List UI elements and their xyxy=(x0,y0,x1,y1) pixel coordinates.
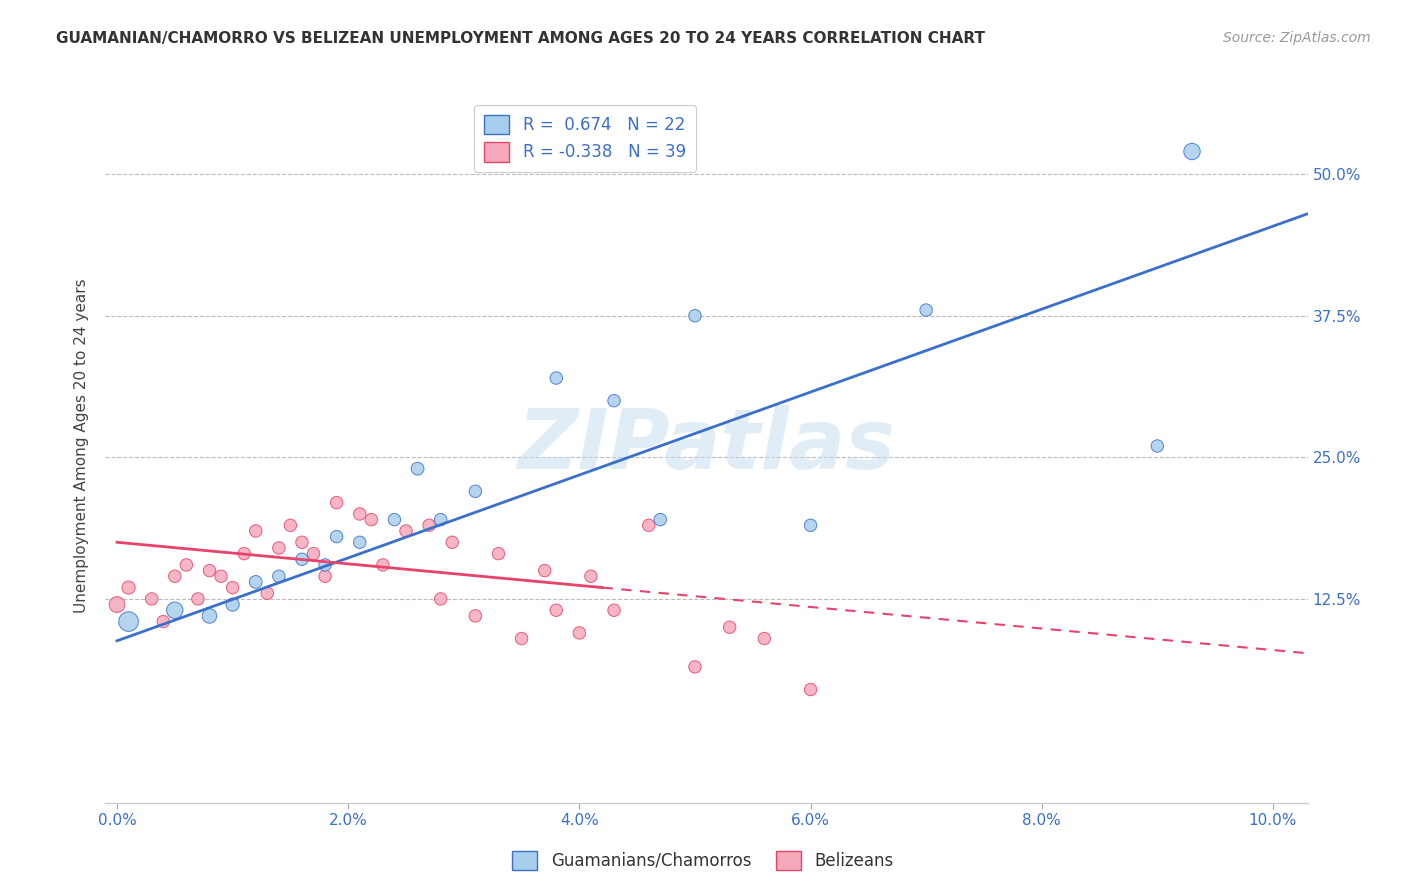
Point xyxy=(233,547,256,561)
Point xyxy=(603,393,626,408)
Point xyxy=(267,541,290,555)
Point xyxy=(799,682,821,697)
Point xyxy=(349,535,371,549)
Point xyxy=(488,547,510,561)
Point xyxy=(117,615,139,629)
Point xyxy=(291,535,314,549)
Text: ZIPatlas: ZIPatlas xyxy=(517,406,896,486)
Point xyxy=(325,495,347,509)
Point xyxy=(221,581,243,595)
Point xyxy=(314,569,336,583)
Point xyxy=(683,309,706,323)
Point xyxy=(799,518,821,533)
Text: Source: ZipAtlas.com: Source: ZipAtlas.com xyxy=(1223,31,1371,45)
Point xyxy=(384,513,406,527)
Point xyxy=(105,598,128,612)
Point xyxy=(546,603,568,617)
Point xyxy=(163,569,186,583)
Point xyxy=(418,518,440,533)
Text: GUAMANIAN/CHAMORRO VS BELIZEAN UNEMPLOYMENT AMONG AGES 20 TO 24 YEARS CORRELATIO: GUAMANIAN/CHAMORRO VS BELIZEAN UNEMPLOYM… xyxy=(56,31,986,46)
Point xyxy=(291,552,314,566)
Point xyxy=(198,608,221,623)
Point xyxy=(280,518,302,533)
Y-axis label: Unemployment Among Ages 20 to 24 years: Unemployment Among Ages 20 to 24 years xyxy=(75,278,90,614)
Point xyxy=(152,615,174,629)
Point xyxy=(176,558,198,572)
Point xyxy=(325,530,347,544)
Point xyxy=(302,547,325,561)
Point xyxy=(141,591,163,606)
Point xyxy=(163,603,186,617)
Point xyxy=(915,303,938,318)
Point xyxy=(371,558,394,572)
Point xyxy=(245,524,267,538)
Point xyxy=(429,513,451,527)
Point xyxy=(198,564,221,578)
Point xyxy=(579,569,602,583)
Point xyxy=(187,591,209,606)
Point xyxy=(441,535,464,549)
Point xyxy=(267,569,290,583)
Point xyxy=(464,484,486,499)
Point xyxy=(1181,145,1204,159)
Point xyxy=(533,564,555,578)
Point xyxy=(637,518,659,533)
Point xyxy=(349,507,371,521)
Legend: R =  0.674   N = 22, R = -0.338   N = 39: R = 0.674 N = 22, R = -0.338 N = 39 xyxy=(474,104,696,171)
Point xyxy=(754,632,776,646)
Point xyxy=(546,371,568,385)
Point xyxy=(117,581,139,595)
Point xyxy=(406,461,429,475)
Point xyxy=(395,524,418,538)
Point xyxy=(718,620,741,634)
Point xyxy=(221,598,243,612)
Legend: Guamanians/Chamorros, Belizeans: Guamanians/Chamorros, Belizeans xyxy=(506,844,900,877)
Point xyxy=(510,632,533,646)
Point xyxy=(429,591,451,606)
Point xyxy=(464,608,486,623)
Point xyxy=(603,603,626,617)
Point xyxy=(256,586,278,600)
Point xyxy=(650,513,672,527)
Point xyxy=(314,558,336,572)
Point xyxy=(683,660,706,674)
Point xyxy=(568,626,591,640)
Point xyxy=(245,574,267,589)
Point xyxy=(360,513,382,527)
Point xyxy=(209,569,232,583)
Point xyxy=(1146,439,1168,453)
